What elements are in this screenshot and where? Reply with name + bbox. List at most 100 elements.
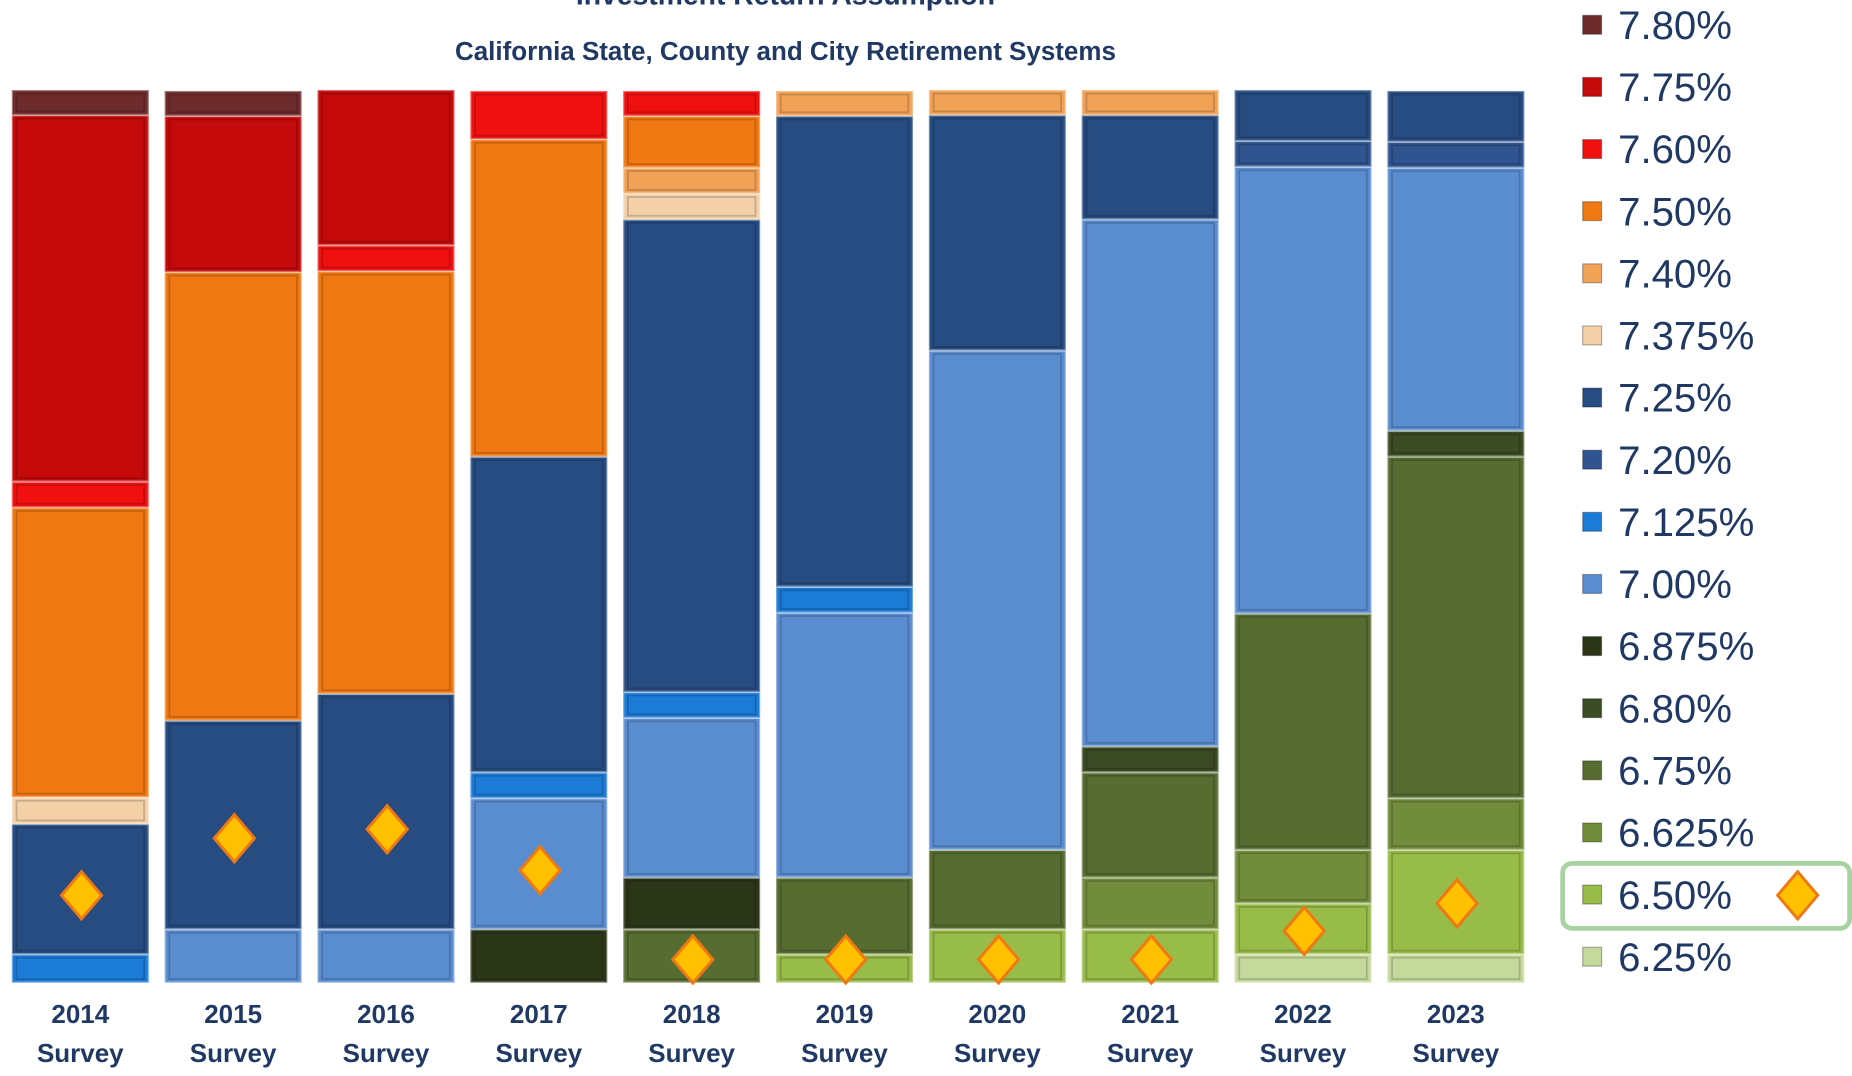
bar-segment [1080,218,1220,748]
segment-shade [1238,143,1368,165]
bar-segment [10,952,151,984]
bar-segment [316,928,456,984]
x-label-box: 2018 Survey [648,999,735,1068]
segment-shade [1238,169,1368,611]
bar-segment [469,928,609,984]
bar-segment [10,88,151,117]
marker-diamond [212,812,257,865]
segment-shade [15,510,145,795]
segment-shade [474,93,604,137]
bar-segment [621,114,762,169]
x-label-box: 2023 Survey [1412,999,1500,1068]
bar-segment [316,244,456,273]
bar-segment [469,455,609,774]
bar-segment [621,876,762,931]
segment-shade [1391,852,1521,952]
marker-diamond [59,869,104,922]
bar-segment [774,114,915,588]
legend-label: 7.40% [1618,251,1732,296]
segment-shade [626,170,757,191]
bar-segment [1386,455,1526,800]
segment-shade [168,93,298,114]
segment-shade [321,92,451,243]
segment-shade [1391,93,1521,140]
segment-shade [321,247,451,269]
legend-swatch [1582,139,1603,160]
x-label-box: 2021 Survey [1106,999,1194,1068]
x-label-box: 2017 Survey [495,999,582,1068]
bar-segment [927,113,1068,352]
legend-label: 7.375% [1618,314,1754,359]
bar-segment [10,796,151,826]
x-tick-label: 2019 Survey [801,999,888,1068]
bar-segment [1080,113,1220,221]
x-label-box: 2015 Survey [189,999,277,1068]
legend-swatch [1582,14,1603,35]
segment-shade [321,931,451,981]
x-tick-label: 2018 Survey [648,999,735,1068]
bar-segment [163,928,303,984]
bar-segment [1386,140,1526,169]
segment-shade [321,273,451,692]
bar-segment [163,114,303,274]
segment-shade [626,93,757,114]
marker-diamond [1282,905,1327,957]
segment-shade [1085,749,1215,770]
segment-shade [1085,117,1215,217]
segment-shade [1238,92,1368,139]
bar-segment [621,690,762,720]
segment-shade [626,196,757,217]
segment-shade [1391,170,1521,429]
legend-swatch [1582,636,1603,657]
x-label-box: 2022 Survey [1260,999,1347,1068]
legend-swatch [1582,263,1603,284]
bar-segment [316,88,456,247]
segment-shade [168,931,298,981]
bar-segment [1233,88,1373,143]
legend-label: 7.125% [1618,500,1754,545]
bar-segment [927,88,1068,117]
legend-label: 7.50% [1618,189,1732,234]
segment-shade [626,720,757,875]
marker-diamond [1129,933,1174,986]
segment-shade [15,484,145,505]
x-label-box: 2014 Survey [37,999,124,1068]
segment-shade [15,92,145,113]
bar-segment [1233,612,1373,852]
bar-segment [621,218,762,694]
segment-shade [626,694,757,716]
bar-segment [927,848,1068,931]
bar-segment [1386,952,1526,984]
legend-swatch [1582,884,1603,905]
chart-title: Investment Return Assumption [576,0,995,12]
segment-shade [15,826,145,952]
bar-segment [469,137,609,458]
bar-segment [469,89,609,141]
legend-swatch [1582,325,1603,346]
legend-swatch [1582,201,1603,222]
segment-shade [1085,222,1215,744]
marker-diamond [517,844,563,897]
segment-shade [474,931,604,981]
segment-shade [1391,459,1521,796]
segment-shade [932,852,1063,927]
x-tick-label: 2015 Survey [189,999,277,1068]
legend-label: 7.80% [1618,3,1732,48]
x-tick-label: 2016 Survey [342,999,430,1068]
legend-swatch [1582,76,1603,97]
legend-swatch [1582,387,1603,408]
segment-shade [1391,144,1521,165]
x-tick-label: 2021 Survey [1106,999,1194,1068]
bar-segment [774,89,915,118]
legend-label: 6.75% [1618,748,1732,793]
bar-segment [1386,166,1526,432]
segment-shade [1085,92,1215,113]
segment-shade [474,459,604,770]
legend-label: 6.25% [1618,935,1732,980]
marker-diamond [365,803,410,856]
segment-shade [779,615,910,875]
x-tick-label: 2023 Survey [1412,999,1500,1068]
legend-label: 7.75% [1618,65,1732,110]
x-label-box: 2019 Survey [801,999,888,1068]
segment-shade [779,118,910,585]
